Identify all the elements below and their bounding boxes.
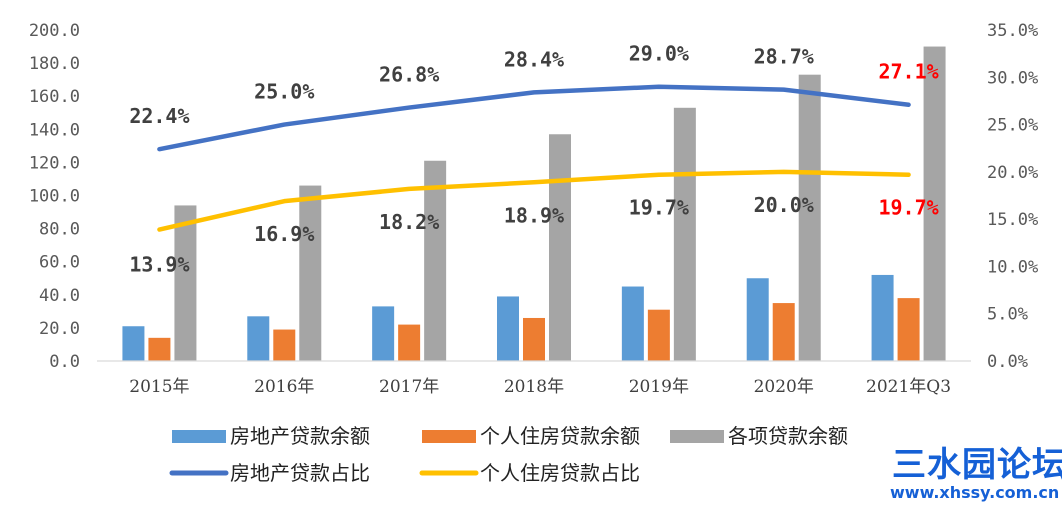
bar bbox=[621, 286, 644, 361]
x-axis-tick: 2021年Q3 bbox=[866, 377, 951, 397]
bar bbox=[772, 303, 795, 361]
right-axis-tick: 20.0% bbox=[987, 163, 1038, 183]
bar bbox=[647, 309, 670, 361]
x-axis-tick: 2018年 bbox=[504, 377, 564, 397]
bar bbox=[174, 205, 197, 361]
watermark: 三水园论坛 www.xhssy.com.cn bbox=[890, 445, 1062, 502]
left-axis-tick: 180.0 bbox=[29, 54, 80, 74]
right-axis-tick: 5.0% bbox=[987, 305, 1028, 325]
legend-label: 房地产贷款占比 bbox=[230, 461, 370, 485]
legend-swatch bbox=[172, 430, 226, 443]
data-label: 19.7% bbox=[629, 196, 689, 220]
series-line bbox=[157, 84, 911, 152]
x-axis-tick: 2017年 bbox=[379, 377, 439, 397]
data-label: 26.8% bbox=[379, 63, 439, 87]
legend-swatch bbox=[422, 430, 476, 443]
data-label: 13.9% bbox=[129, 253, 189, 277]
right-axis-tick: 15.0% bbox=[987, 210, 1038, 230]
left-axis-tick: 160.0 bbox=[29, 87, 80, 107]
left-axis-tick: 40.0 bbox=[39, 286, 80, 306]
x-axis-tick: 2020年 bbox=[754, 377, 814, 397]
x-axis-tick: 2015年 bbox=[129, 377, 189, 397]
bar bbox=[247, 316, 270, 361]
left-axis-tick: 140.0 bbox=[29, 120, 80, 140]
data-label: 16.9% bbox=[254, 222, 314, 246]
left-axis-tick: 0.0 bbox=[49, 352, 80, 372]
bar bbox=[523, 317, 545, 361]
data-label: 29.0% bbox=[629, 42, 689, 66]
bar bbox=[871, 274, 894, 361]
data-label: 28.7% bbox=[754, 45, 814, 69]
left-axis-tick: 20.0 bbox=[39, 319, 80, 339]
legend-swatch bbox=[670, 430, 724, 443]
axes-layer: 0.0 20.0 40.0 60.0 80.0 100.0 120.0 140.0 160.0 1… bbox=[29, 21, 1038, 397]
data-label: 28.4% bbox=[504, 47, 564, 71]
bar bbox=[398, 324, 421, 361]
series-line bbox=[157, 169, 911, 232]
bar bbox=[122, 326, 145, 361]
data-label: 19.7% bbox=[878, 196, 938, 220]
left-axis-tick: 60.0 bbox=[39, 253, 80, 273]
bar bbox=[273, 329, 296, 361]
bar bbox=[549, 134, 571, 361]
x-axis-tick: 2019年 bbox=[629, 377, 689, 397]
bar bbox=[923, 46, 946, 362]
data-label: 18.2% bbox=[379, 210, 439, 234]
left-axis-tick: 200.0 bbox=[29, 21, 80, 41]
bar bbox=[746, 278, 769, 361]
data-labels-layer: 22.4% 25.0% 26.8% 28.4% 29.0% 28.7% 27.1% 13.9%… bbox=[129, 42, 938, 277]
right-axis-tick: 30.0% bbox=[987, 68, 1038, 88]
bar bbox=[372, 306, 395, 361]
bar bbox=[148, 337, 171, 361]
bar bbox=[673, 107, 696, 361]
left-axis-tick: 120.0 bbox=[29, 153, 80, 173]
legend-label: 个人住房贷款余额 bbox=[480, 424, 640, 448]
bars-layer bbox=[122, 46, 946, 362]
data-label: 27.1% bbox=[878, 60, 938, 84]
left-axis-tick: 80.0 bbox=[39, 220, 80, 240]
bar bbox=[897, 298, 920, 361]
data-label: 22.4% bbox=[129, 104, 189, 128]
data-label: 20.0% bbox=[754, 193, 814, 217]
right-axis-tick: 10.0% bbox=[987, 257, 1038, 277]
bar bbox=[798, 74, 821, 361]
left-axis-tick: 100.0 bbox=[29, 187, 80, 207]
data-label: 18.9% bbox=[504, 203, 564, 227]
legend-label: 各项贷款余额 bbox=[728, 424, 848, 448]
watermark-title: 三水园论坛 bbox=[892, 445, 1062, 485]
bar bbox=[497, 296, 519, 361]
legend-label: 个人住房贷款占比 bbox=[480, 461, 640, 485]
data-label: 25.0% bbox=[254, 80, 314, 104]
bar bbox=[299, 185, 322, 361]
legend-label: 房地产贷款余额 bbox=[230, 424, 370, 448]
lines-layer bbox=[157, 84, 911, 232]
watermark-url: www.xhssy.com.cn bbox=[890, 483, 1059, 502]
right-axis-tick: 35.0% bbox=[987, 21, 1038, 41]
right-axis-tick: 0.0% bbox=[987, 352, 1028, 372]
bar bbox=[424, 160, 447, 361]
x-axis-tick: 2016年 bbox=[254, 377, 314, 397]
right-axis-tick: 25.0% bbox=[987, 116, 1038, 136]
